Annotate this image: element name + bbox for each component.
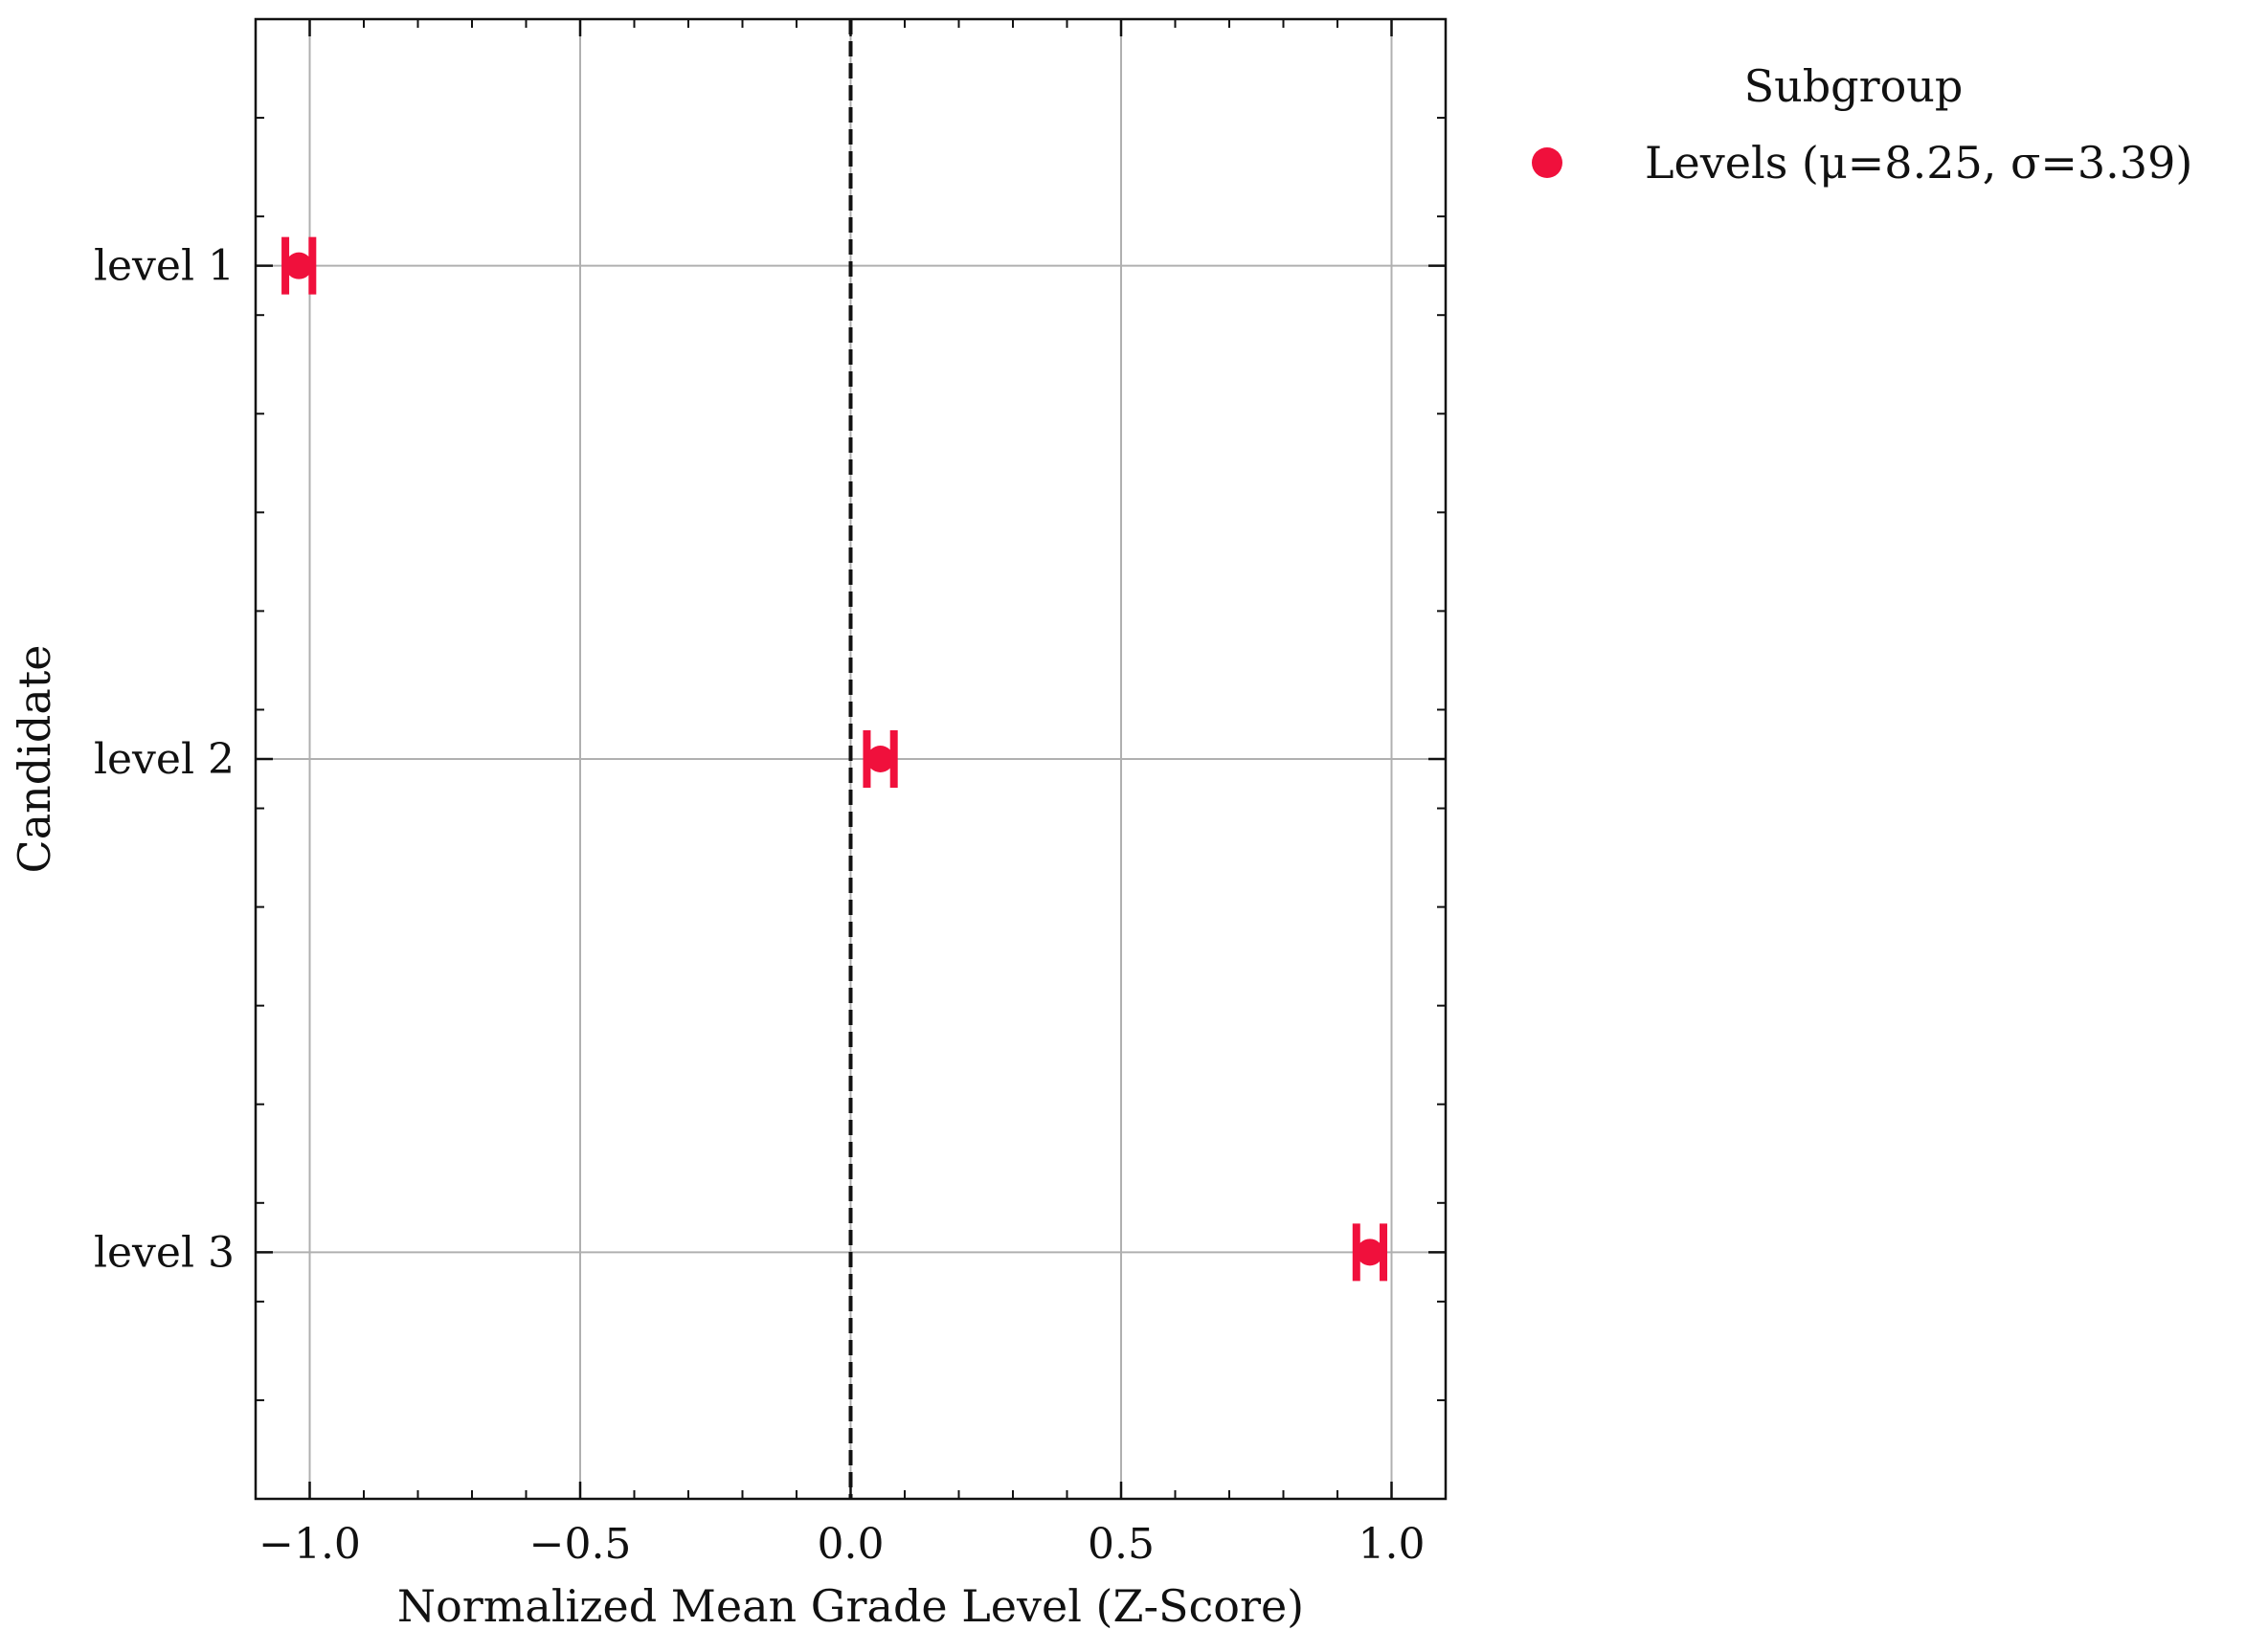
x-tick-label: 1.0: [1359, 1520, 1426, 1569]
tick-labels: −1.0 −0.5 0.0 0.5 1.0 level 1 level 2 level 3: [94, 242, 1426, 1569]
x-tick-label: 0.5: [1088, 1520, 1155, 1569]
x-tick-label: −0.5: [529, 1520, 632, 1569]
data-point-level-2: [863, 730, 898, 788]
data-marker: [1356, 1239, 1383, 1266]
data-marker: [866, 746, 894, 772]
x-axis-label: Normalized Mean Grade Level (Z-Score): [397, 1580, 1304, 1632]
y-tick-label: level 3: [94, 1228, 235, 1277]
legend-entry-label: Levels (μ=8.25, σ=3.39): [1645, 137, 2192, 189]
x-tick-label: −1.0: [258, 1520, 361, 1569]
data-point-level-3: [1352, 1223, 1388, 1282]
y-axis-label: Candidate: [9, 645, 60, 874]
y-tick-label: level 2: [94, 735, 235, 784]
y-tick-label: level 1: [94, 242, 235, 291]
legend: Subgroup Levels (μ=8.25, σ=3.39): [1532, 60, 2192, 189]
data-point-level-1: [281, 236, 317, 295]
axis-ticks: [255, 19, 1447, 1499]
x-tick-label: 0.0: [818, 1520, 885, 1569]
legend-title: Subgroup: [1744, 60, 1964, 112]
legend-marker: [1532, 147, 1562, 178]
data-points: [281, 236, 1388, 1282]
data-marker: [285, 252, 313, 279]
